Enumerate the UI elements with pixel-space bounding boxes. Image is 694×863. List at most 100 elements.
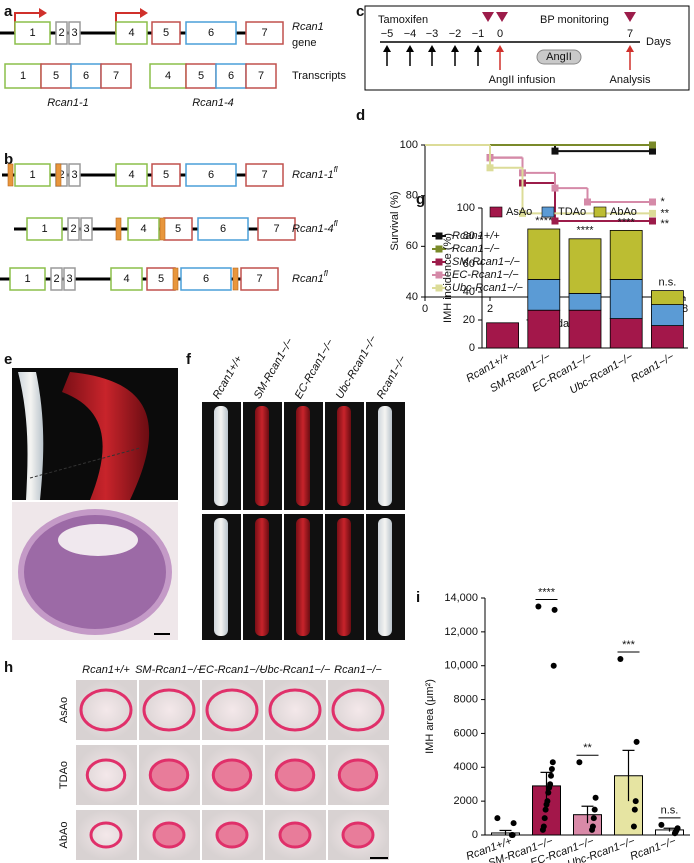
survival-marker (551, 147, 559, 155)
pump (536, 49, 582, 65)
column-label: Ubc-Rcan1−/− (334, 333, 380, 401)
legend-marker (435, 232, 443, 240)
legend-label: TDAo (558, 206, 586, 218)
survival-marker (584, 198, 591, 206)
exon-label: 6 (220, 223, 226, 235)
survival-marker (649, 198, 656, 206)
exon-label: 1 (29, 169, 35, 181)
panel-label: h (4, 659, 13, 676)
exon (245, 63, 277, 89)
x-tick-label: Rcan1−/− (629, 835, 678, 863)
exon-label: 5 (53, 70, 59, 82)
vessel-section (205, 688, 259, 732)
bar-segment (568, 309, 602, 349)
y-tick-label: 60 (463, 258, 475, 270)
data-point (550, 662, 557, 669)
data-point (633, 738, 640, 745)
y-tick-label: 20 (463, 314, 475, 326)
timeline-box (364, 5, 690, 91)
y-tick-label: 0 (469, 342, 475, 354)
exon (127, 217, 160, 241)
significance: ** (661, 218, 670, 230)
vessel-section (79, 688, 133, 732)
exon (115, 163, 148, 187)
exon-label: 7 (256, 273, 262, 285)
allele-label: Rcan1fl (292, 269, 328, 285)
exon-label: 2 (53, 273, 59, 285)
exon-label: 1 (20, 70, 26, 82)
y-tick-label: 40 (463, 286, 475, 298)
survival-marker (649, 141, 656, 149)
y-tick-label: 0 (472, 829, 478, 841)
exon (50, 267, 63, 291)
x-tick-label: Rcan1−/− (629, 350, 677, 385)
monitoring-label: BP monitoring (540, 14, 609, 26)
exon (100, 63, 132, 89)
exon-label: 4 (128, 27, 134, 39)
transcripts-label: Transcripts (292, 70, 346, 82)
transcript-name: Rcan1-1 (47, 97, 89, 109)
allele-sup: fl (334, 219, 338, 228)
exon (40, 63, 72, 89)
aorta (337, 406, 351, 506)
x-tick-label: 0 (422, 303, 428, 315)
bar-segment (527, 309, 561, 349)
bar-segment (651, 290, 684, 306)
column-label: Ubc-Rcan1−/− (260, 664, 332, 676)
exon-label: 4 (140, 223, 146, 235)
data-point (632, 798, 639, 805)
loxp-site (115, 217, 122, 241)
data-point (546, 784, 553, 791)
bar-segment (486, 322, 520, 349)
aorta (255, 406, 269, 506)
survival-marker (486, 164, 494, 172)
legend-marker (435, 284, 443, 292)
exon (197, 217, 249, 241)
data-point (549, 759, 556, 766)
zoom-line (29, 447, 141, 479)
arrow-head (428, 45, 436, 52)
gene-label: gene (292, 37, 316, 49)
exon-label: 6 (83, 70, 89, 82)
significance: **** (618, 216, 636, 228)
vessel-section (142, 688, 196, 732)
panel-label: i (416, 589, 420, 606)
data-point (631, 806, 638, 813)
aorta (296, 406, 310, 506)
panel-label: d (356, 107, 365, 124)
bar-segment (568, 238, 602, 294)
data-point (545, 789, 552, 796)
aorta (296, 518, 310, 636)
aorta (378, 518, 392, 636)
y-tick-label: 100 (457, 202, 475, 214)
legend-swatch (541, 206, 555, 218)
allele-label: Rcan1-4fl (292, 219, 338, 235)
row-label: TDAo (58, 761, 70, 789)
data-point (630, 823, 637, 830)
photo-section (76, 745, 137, 805)
panel-label: e (4, 351, 12, 368)
exon (115, 21, 148, 45)
column-label: Rcan1+/+ (211, 353, 246, 401)
exon-label: 6 (208, 27, 214, 39)
y-tick-label: 8000 (454, 693, 478, 705)
aorta (378, 406, 392, 506)
vessel-section (152, 821, 186, 849)
allele-name: Rcan1-1 (292, 169, 334, 181)
y-tick-label: 14,000 (444, 592, 478, 604)
allele-label: Rcan1-1fl (292, 165, 338, 181)
exon-label: 2 (58, 27, 64, 39)
aorta (214, 406, 228, 506)
y-tick-label: 10,000 (444, 660, 478, 672)
marker-triangle (482, 12, 494, 22)
day-label: 7 (627, 28, 633, 40)
y-tick-label: 12,000 (444, 626, 478, 638)
aorta (337, 518, 351, 636)
exon (215, 63, 247, 89)
exon (151, 21, 181, 45)
vessel-section (148, 758, 190, 792)
arrow-head (496, 45, 504, 52)
exon-label: 2 (70, 223, 76, 235)
y-tick-label: 80 (463, 230, 475, 242)
exon-label: 3 (83, 223, 89, 235)
